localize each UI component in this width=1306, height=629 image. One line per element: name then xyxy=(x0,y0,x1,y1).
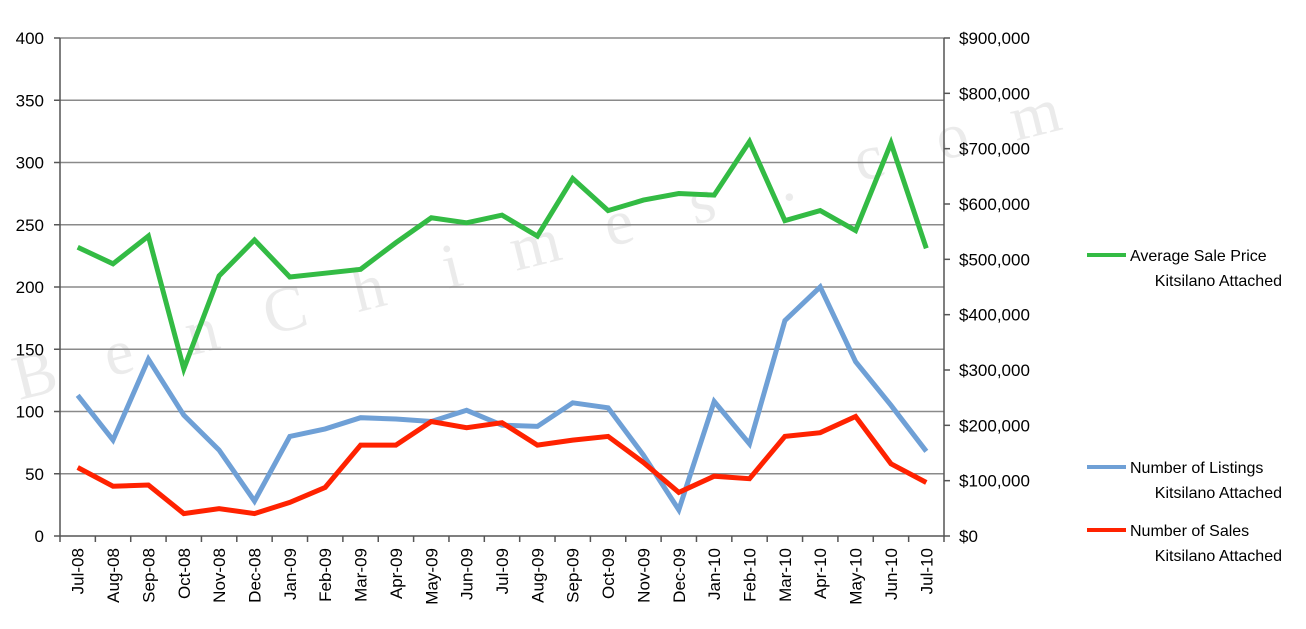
x-tick-label: Oct-09 xyxy=(599,548,618,599)
watermark-letter: n xyxy=(177,292,225,369)
legend: Average Sale Price Kitsilano Attached Numb… xyxy=(1087,248,1282,565)
x-tick-label: Apr-09 xyxy=(387,548,406,599)
x-tick-label: Nov-09 xyxy=(634,548,653,603)
x-tick-label: Sep-08 xyxy=(139,548,158,603)
left-tick-label: 100 xyxy=(16,403,44,422)
x-tick-label: May-09 xyxy=(422,548,441,605)
x-tick-label: Jun-09 xyxy=(458,548,477,600)
x-tick-label: Feb-09 xyxy=(316,548,335,602)
right-tick-label: $700,000 xyxy=(959,140,1030,159)
legend-label: Average Sale Price xyxy=(1130,248,1267,265)
x-tick-label: Jun-10 xyxy=(882,548,901,600)
x-tick-label: Jan-09 xyxy=(281,548,300,600)
right-tick-label: $900,000 xyxy=(959,29,1030,48)
series-line xyxy=(76,135,929,378)
right-tick-label: $0 xyxy=(959,527,978,546)
series-lines xyxy=(75,135,929,517)
right-tick-label: $200,000 xyxy=(959,416,1030,435)
gridlines xyxy=(60,37,944,475)
left-tick-label: 400 xyxy=(16,29,44,48)
watermark-letter: e xyxy=(596,185,641,261)
left-tick-label: 250 xyxy=(16,216,44,235)
x-tick-label: Oct-08 xyxy=(175,548,194,599)
x-tick-label: Dec-09 xyxy=(670,548,689,603)
left-tick-label: 50 xyxy=(25,465,44,484)
watermark-letter: C xyxy=(256,270,315,349)
x-tick-label: Dec-08 xyxy=(245,548,264,603)
watermark-letter: i xyxy=(434,229,468,302)
watermark-letter: . xyxy=(768,143,801,216)
right-tick-label: $800,000 xyxy=(959,84,1030,103)
watermark-letter: s xyxy=(681,163,722,238)
x-tick-label: Nov-08 xyxy=(210,548,229,603)
axes: 0 50 100 150 200 250 300 350 400 $0 $100,000 $200,0… xyxy=(16,29,1030,605)
x-tick-label: Mar-09 xyxy=(352,548,371,602)
legend-label: Kitsilano Attached xyxy=(1155,273,1282,290)
legend-label: Number of Sales xyxy=(1130,523,1249,540)
watermark-letter: e xyxy=(96,315,141,391)
x-tick-label: Jul-10 xyxy=(917,548,936,594)
right-tick-label: $500,000 xyxy=(959,250,1030,269)
right-tick-label: $400,000 xyxy=(959,306,1030,325)
right-tick-label: $600,000 xyxy=(959,195,1030,214)
x-tick-label: Aug-09 xyxy=(528,548,547,603)
x-tick-label: Aug-08 xyxy=(104,548,123,603)
left-tick-label: 200 xyxy=(16,278,44,297)
right-tick-label: $100,000 xyxy=(959,472,1030,491)
x-tick-label: Apr-10 xyxy=(811,548,830,599)
left-tick-label: 300 xyxy=(16,154,44,173)
legend-label: Kitsilano Attached xyxy=(1155,485,1282,502)
watermark-letter: m xyxy=(502,204,567,285)
left-tick-label: 350 xyxy=(16,91,44,110)
x-tick-label: Feb-10 xyxy=(741,548,760,602)
left-tick-label: 0 xyxy=(35,527,44,546)
series-line xyxy=(76,413,928,517)
legend-label: Kitsilano Attached xyxy=(1155,548,1282,565)
x-tick-label: Jul-09 xyxy=(493,548,512,594)
left-tick-label: 150 xyxy=(16,340,44,359)
legend-label: Number of Listings xyxy=(1130,460,1263,477)
x-tick-label: Jan-10 xyxy=(705,548,724,600)
right-tick-label: $300,000 xyxy=(959,361,1030,380)
x-tick-label: Sep-09 xyxy=(564,548,583,603)
x-tick-label: Mar-10 xyxy=(776,548,795,602)
x-tick-label: May-10 xyxy=(847,548,866,605)
x-tick-label: Jul-08 xyxy=(69,548,88,594)
